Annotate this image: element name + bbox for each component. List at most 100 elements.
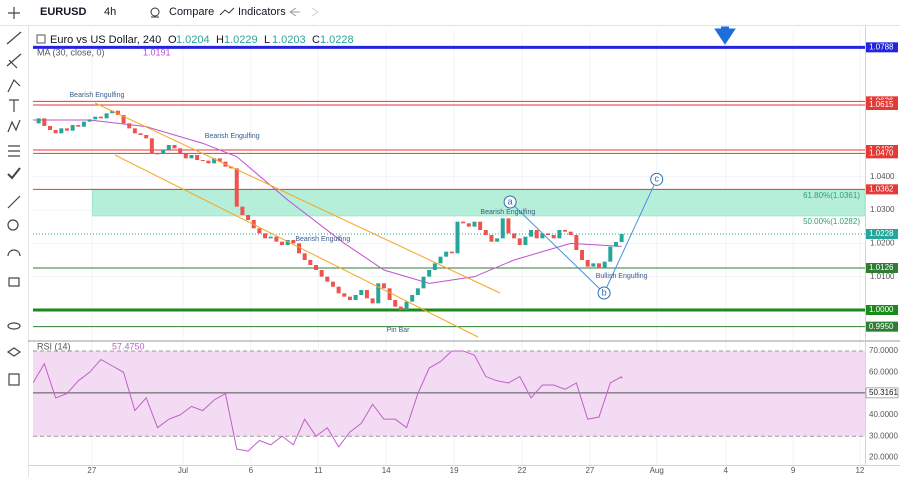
x-tick-label: 14	[382, 466, 391, 475]
candle	[557, 230, 562, 239]
compare-button[interactable]: Compare	[169, 6, 214, 18]
pattern-annotation: Bearish Engulfing	[205, 133, 260, 140]
candle	[81, 121, 86, 127]
level-tag	[866, 321, 898, 332]
wave-marker	[503, 195, 517, 209]
candle	[563, 230, 568, 232]
candle	[517, 238, 522, 245]
level-label: 1.0000	[869, 305, 894, 314]
candle	[110, 110, 115, 114]
candle	[591, 263, 596, 267]
rsi-tick-label: 20.0000	[869, 453, 898, 462]
ohlc-value: 1.0203	[272, 34, 306, 46]
candle	[438, 256, 443, 264]
wave-marker	[597, 286, 611, 300]
rsi-legend: RSI (14)	[37, 341, 71, 351]
ma-value: 1.0191	[143, 47, 171, 57]
interval[interactable]: 4h	[104, 6, 116, 18]
arrow-marker	[714, 26, 736, 45]
candle	[619, 234, 624, 242]
x-tick-label: 6	[249, 466, 254, 475]
fib-label: 61.80%(1.0361)	[803, 191, 860, 200]
candle	[381, 283, 386, 289]
candle	[483, 230, 488, 235]
level-tag	[866, 100, 898, 110]
chart-title: Euro vs US Dollar, 240	[50, 34, 161, 46]
candle	[568, 231, 573, 235]
wave-marker	[650, 172, 664, 186]
drawing-tools[interactable]	[6, 7, 22, 386]
candle	[212, 158, 217, 164]
candle	[200, 160, 205, 161]
candle	[359, 290, 364, 295]
candle	[64, 128, 69, 131]
wave-label: c	[654, 174, 659, 184]
ohlc-label: C	[312, 34, 320, 46]
x-tick-label: 4	[724, 466, 729, 475]
candle	[421, 276, 426, 289]
candle	[297, 243, 302, 254]
candle	[506, 218, 511, 234]
candle	[325, 276, 330, 282]
current-price-label: 1.0228	[869, 229, 894, 238]
x-tick-label: 12	[855, 466, 864, 475]
x-tick-label: 19	[450, 466, 459, 475]
candle	[104, 113, 109, 119]
candle	[246, 215, 251, 220]
level-label: 0.9950	[869, 322, 894, 331]
x-tick-label: 27	[87, 466, 96, 475]
rsi-tick-label: 30.0000	[869, 431, 898, 440]
collapse-icon[interactable]	[36, 34, 46, 44]
candle	[404, 301, 409, 310]
candle	[166, 145, 171, 150]
undo-button[interactable]	[289, 7, 300, 17]
level-tag	[866, 184, 898, 195]
candle	[461, 221, 466, 224]
rsi-band	[33, 350, 865, 437]
candle	[132, 128, 137, 134]
redo-button[interactable]	[311, 7, 319, 17]
candle	[472, 221, 477, 227]
candle	[546, 233, 551, 235]
candle	[540, 233, 545, 239]
symbol[interactable]: EURUSD	[40, 6, 87, 18]
candle	[263, 233, 268, 239]
rsi-plot	[33, 342, 865, 465]
ohlc-value: 1.0228	[320, 34, 354, 46]
candle	[512, 233, 517, 239]
x-tick-label: Aug	[650, 466, 664, 475]
candle	[585, 260, 590, 267]
candle	[42, 118, 47, 126]
compare-icon	[150, 7, 160, 18]
trend-channel	[94, 102, 501, 338]
candle	[398, 306, 403, 310]
candle	[529, 230, 534, 237]
candle	[364, 290, 369, 299]
level-label: 1.0615	[869, 100, 894, 109]
y-tick-label: 1.0400	[870, 172, 895, 181]
candle	[144, 135, 149, 139]
candle	[432, 263, 437, 270]
fib-label: 50.00%(1.0282)	[803, 217, 860, 226]
candle	[268, 236, 273, 239]
level-tag	[866, 263, 898, 273]
candle	[574, 235, 579, 250]
pattern-annotation: Pin Bar	[387, 327, 411, 334]
candle	[376, 283, 381, 304]
candle	[36, 118, 41, 124]
candle	[127, 123, 132, 129]
candle	[347, 296, 352, 300]
candle	[138, 133, 143, 135]
candle	[240, 206, 245, 215]
indicators-button[interactable]: Indicators	[238, 6, 286, 18]
candle	[308, 260, 313, 265]
rsi-marker-tag	[865, 387, 899, 399]
rsi-marker-label: 50.3161	[869, 388, 898, 397]
candle	[444, 251, 449, 257]
candle	[217, 158, 222, 162]
rsi-pane	[33, 342, 865, 465]
pattern-annotation: Bearish Engulfing	[295, 236, 350, 243]
y-tick-label: 1.0300	[870, 205, 895, 214]
ohlc-label: H	[216, 34, 224, 46]
